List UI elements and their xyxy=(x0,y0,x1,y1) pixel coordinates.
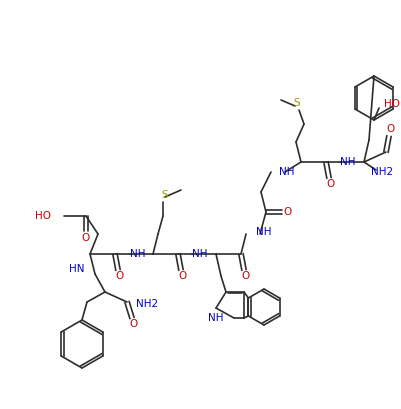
Text: NH: NH xyxy=(339,157,355,167)
Text: NH: NH xyxy=(192,249,207,259)
Text: NH: NH xyxy=(279,167,294,177)
Text: HO: HO xyxy=(35,211,51,221)
Text: S: S xyxy=(293,98,300,108)
Text: O: O xyxy=(326,179,334,189)
Text: HN: HN xyxy=(69,264,85,274)
Text: O: O xyxy=(386,124,394,134)
Text: O: O xyxy=(115,271,124,281)
Text: NH: NH xyxy=(208,313,223,323)
Text: NH2: NH2 xyxy=(136,299,158,309)
Text: O: O xyxy=(82,233,90,243)
Text: NH: NH xyxy=(255,227,271,237)
Text: O: O xyxy=(241,271,249,281)
Text: NH2: NH2 xyxy=(370,167,392,177)
Text: O: O xyxy=(283,207,292,217)
Text: O: O xyxy=(178,271,186,281)
Text: HO: HO xyxy=(383,99,399,109)
Text: S: S xyxy=(161,190,168,200)
Text: O: O xyxy=(130,319,138,329)
Text: NH: NH xyxy=(130,249,146,259)
